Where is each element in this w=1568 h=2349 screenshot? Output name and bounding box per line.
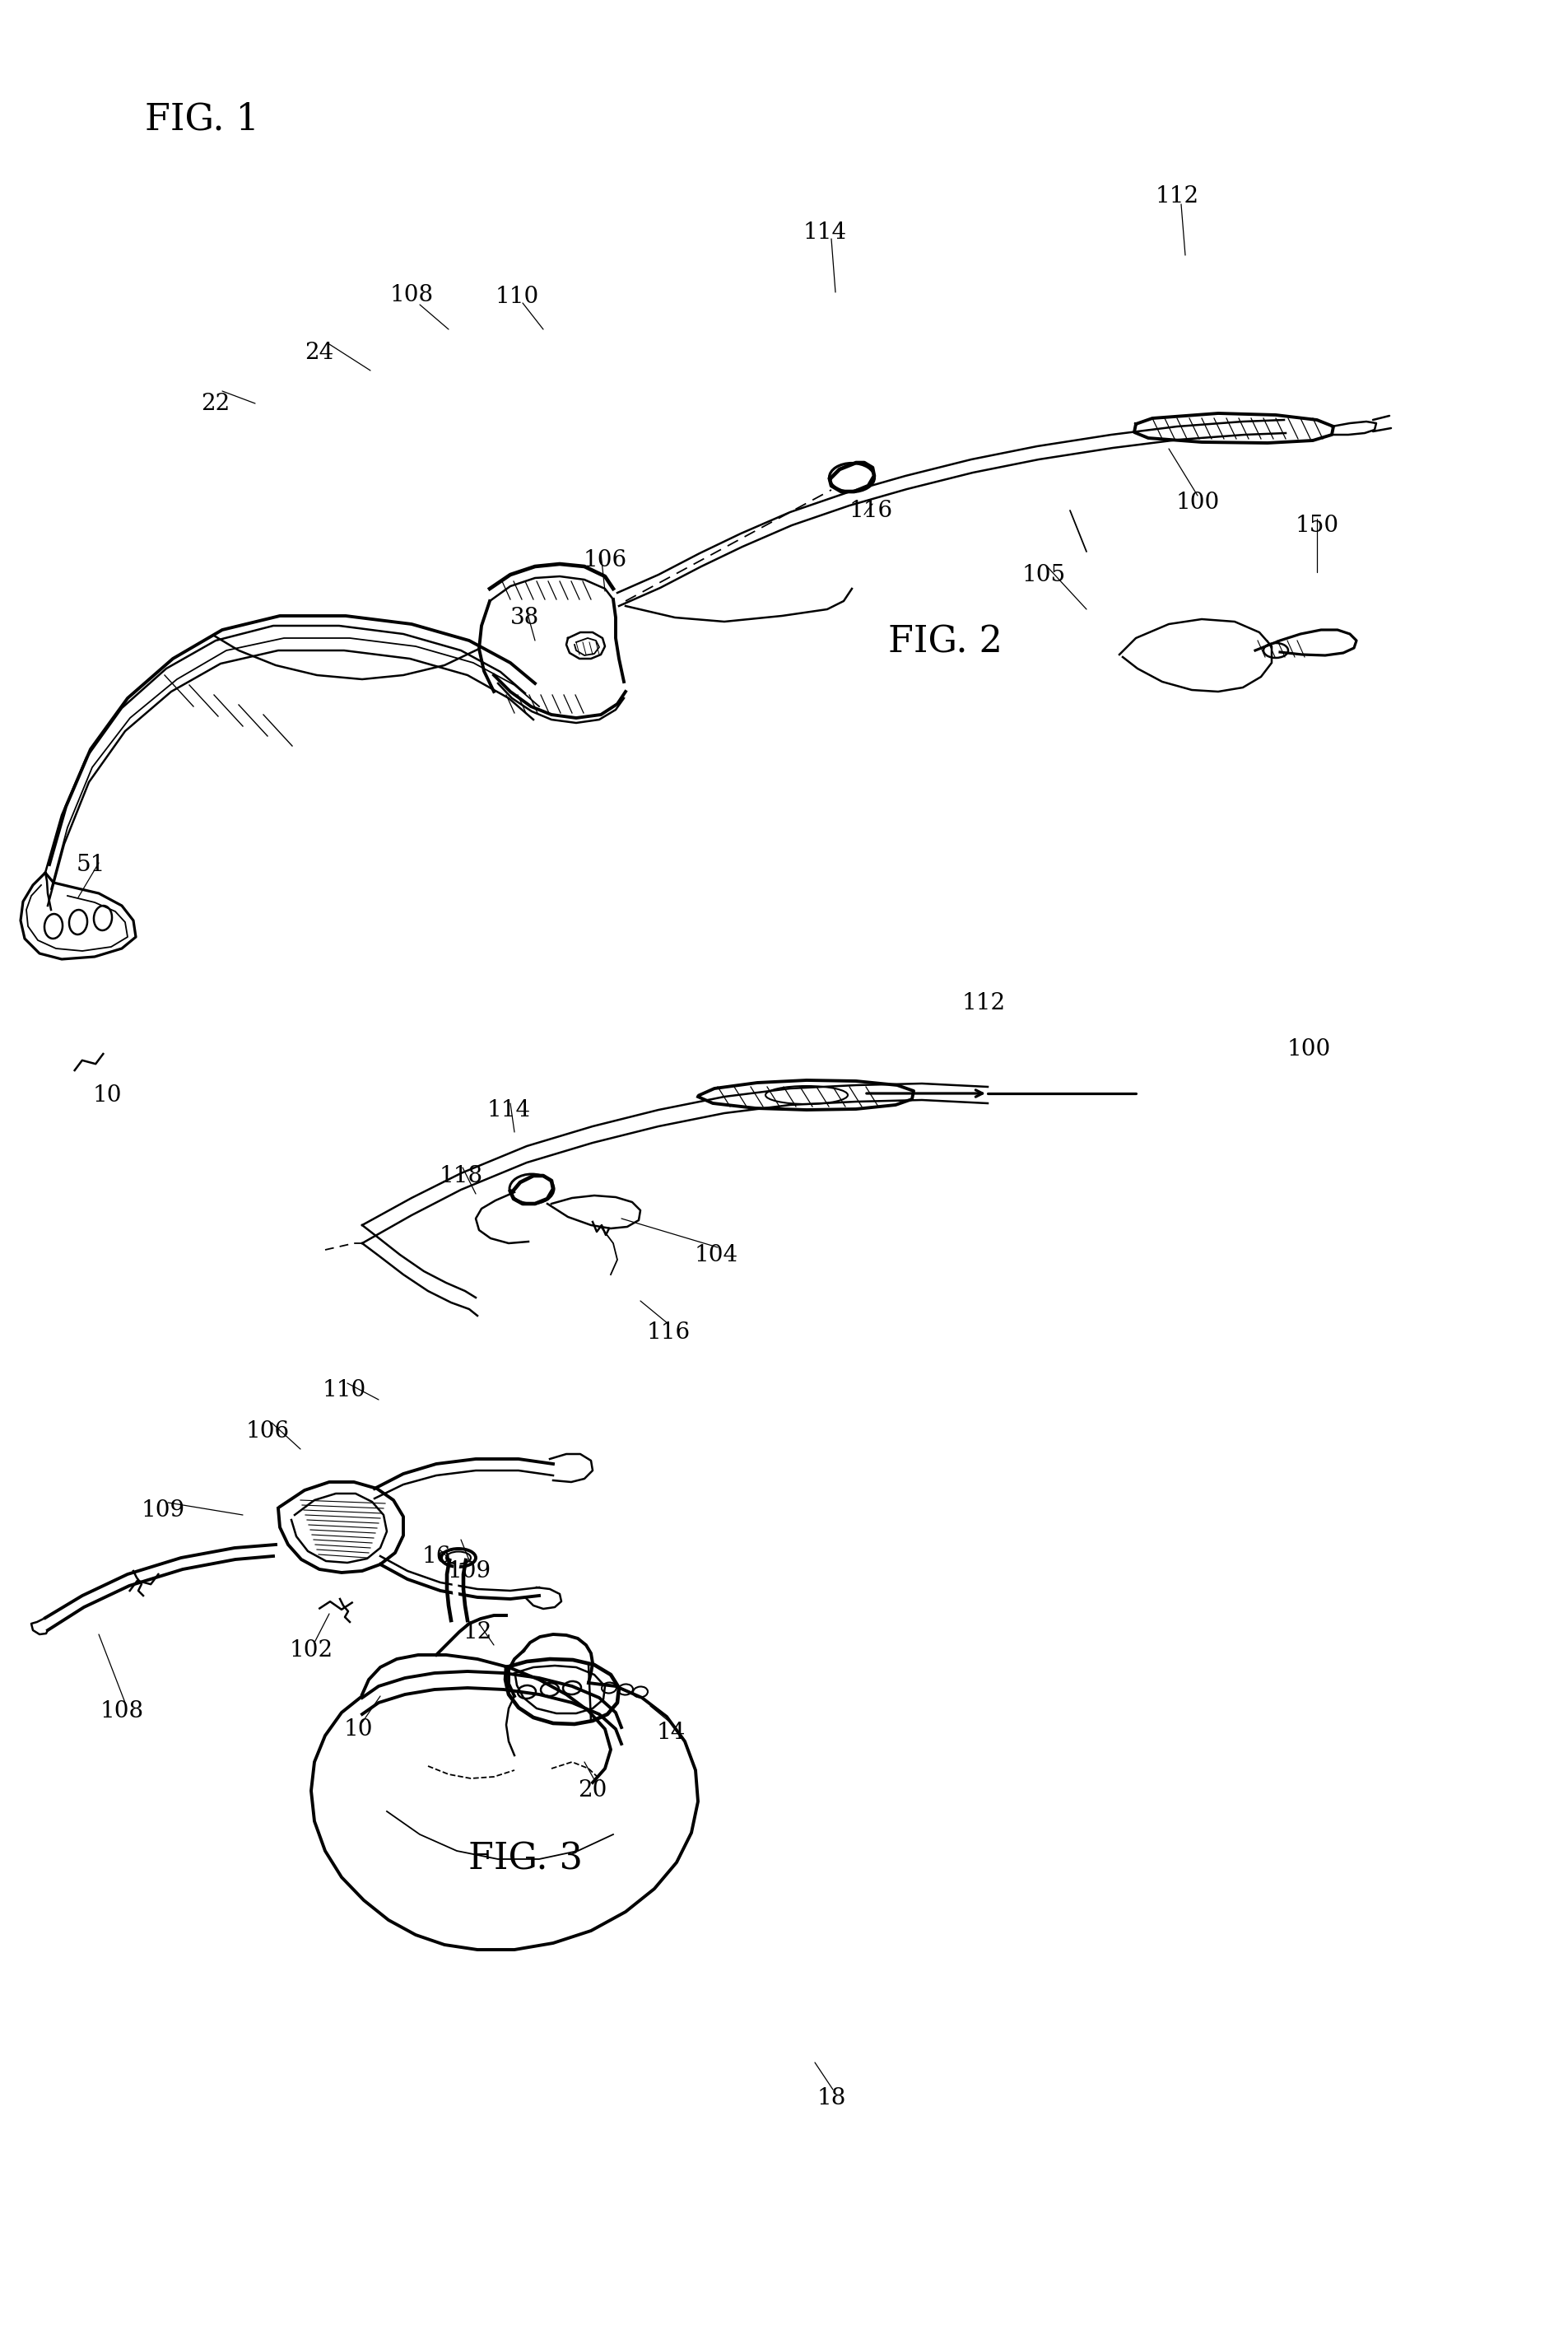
Text: 100: 100 [1174, 491, 1218, 514]
Text: 51: 51 [75, 853, 105, 876]
Text: 12: 12 [463, 1621, 492, 1642]
Text: 110: 110 [321, 1379, 365, 1400]
Text: 10: 10 [93, 1083, 122, 1106]
Text: 114: 114 [486, 1099, 530, 1120]
Text: 150: 150 [1295, 514, 1338, 536]
Text: 108: 108 [389, 284, 433, 305]
Text: 106: 106 [246, 1419, 289, 1442]
Text: FIG. 3: FIG. 3 [467, 1842, 582, 1877]
Text: 104: 104 [695, 1245, 737, 1266]
Text: 109: 109 [447, 1560, 491, 1583]
Text: 20: 20 [577, 1781, 607, 1802]
Text: 106: 106 [583, 550, 627, 571]
Text: FIG. 1: FIG. 1 [144, 101, 259, 136]
Text: 16: 16 [422, 1546, 450, 1567]
Text: 18: 18 [817, 2086, 845, 2109]
Text: 112: 112 [961, 991, 1005, 1015]
Text: 14: 14 [655, 1722, 685, 1745]
Text: 109: 109 [141, 1499, 185, 1522]
Text: 10: 10 [343, 1717, 373, 1741]
Text: 116: 116 [848, 500, 892, 521]
Text: FIG. 2: FIG. 2 [887, 625, 1002, 660]
Text: 102: 102 [289, 1640, 332, 1663]
Text: 105: 105 [1021, 564, 1065, 585]
Text: 110: 110 [495, 284, 538, 308]
Text: 100: 100 [1286, 1038, 1330, 1062]
Text: 112: 112 [1154, 186, 1198, 207]
Text: 116: 116 [646, 1320, 690, 1344]
Text: 118: 118 [439, 1165, 483, 1186]
Text: 38: 38 [510, 606, 539, 630]
Text: 22: 22 [201, 392, 230, 413]
Text: 108: 108 [100, 1701, 144, 1722]
Text: 24: 24 [304, 341, 334, 364]
Text: 114: 114 [803, 221, 847, 244]
